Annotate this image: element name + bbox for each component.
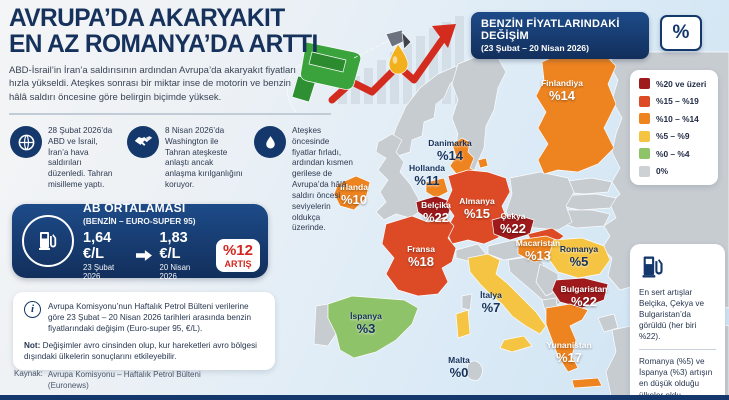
map-label-italya: İtalya %7: [480, 290, 502, 316]
percent-badge: %: [660, 15, 702, 51]
country-crete: [571, 377, 603, 389]
timeline-item-strikes: 28 Şubat 2026’da ABD ve İsrail, İran’a h…: [10, 126, 118, 234]
price-after: 1,83 €/L 20 Nisan 2026: [159, 230, 191, 281]
eu-average-title: AB ORTALAMASI: [83, 201, 186, 215]
highlight-text-2: Romanya (%5) ve İspanya (%3) artışın en …: [639, 357, 713, 399]
map-label-fransa: Fransa %18: [407, 244, 435, 270]
divider: [9, 112, 331, 115]
country-spain: [327, 295, 419, 359]
note-text: Not: Değişimler avro cinsinden olup, kur…: [24, 341, 257, 362]
bottom-accent-bar: [0, 395, 729, 400]
timeline-item-ceasefire: 8 Nisan 2026’da Washington ile Tahran at…: [127, 126, 245, 234]
legend-item: %10 – %14: [639, 113, 709, 124]
country-uk: [375, 133, 423, 221]
map-label-irlanda: İrlanda %10: [340, 182, 368, 208]
map-label-belcika: Belçika %22: [421, 200, 451, 226]
source-text: Avrupa Komisyonu – Haftalık Petrol Bülte…: [47, 370, 201, 391]
map-label-bulgaristan: Bulgaristan %22: [560, 284, 608, 310]
source-line: Kaynak: Avrupa Komisyonu – Haftalık Petr…: [14, 369, 201, 391]
timeline-item-prices: Ateşkes öncesinde fiyatlar fırladı, ardı…: [254, 126, 354, 234]
highlight-text-1: En sert artışlar Belçika, Çekya ve Bulga…: [639, 288, 705, 342]
legend-item: %20 ve üzeri: [639, 78, 709, 89]
country-bulgaria: [551, 277, 609, 309]
legend-swatch: [639, 95, 650, 107]
info-icon: i: [24, 301, 41, 318]
map-header-title: BENZİN FİYATLARINDAKİ DEĞİŞİM: [481, 18, 620, 42]
map-label-ispanya: İspanya %3: [350, 311, 382, 337]
country-sicily: [499, 335, 533, 353]
country-finland: [535, 49, 617, 175]
price-before: 1,64 €/L 23 Şubat 2026: [83, 230, 115, 281]
legend-swatch: [639, 78, 650, 89]
map-label-hollanda: Hollanda %11: [409, 163, 445, 189]
country-belgium: [415, 195, 453, 223]
country-france: [381, 215, 457, 297]
country-ireland: [333, 175, 371, 211]
map-label-finlandiya: Finlandiya %14: [540, 78, 584, 104]
eu-average-subtitle: (BENZİN – EURO-SUPER 95): [83, 216, 196, 226]
country-malta: [465, 360, 483, 381]
globe-icon: [10, 126, 42, 158]
legend-item: %15 – %19: [639, 95, 709, 107]
source-label: Kaynak:: [14, 369, 43, 378]
legend-swatch: [639, 148, 650, 159]
legend-item: %5 – %9: [639, 130, 709, 142]
change-badge: %12 ARTIŞ: [215, 239, 260, 272]
map-legend: %20 ve üzeri %15 – %19 %10 – %14 %5 – %9…: [630, 70, 718, 185]
map-header-card: BENZİN FİYATLARINDAKİ DEĞİŞİM (23 Şubat …: [471, 12, 649, 59]
map-label-cekya: Çekya %22: [499, 211, 527, 237]
map-header-subtitle: (23 Şubat – 20 Nisan 2026): [481, 43, 589, 53]
country-italy: [467, 253, 547, 335]
fuel-nozzle-illustration: [286, 29, 412, 113]
country-netherlands: [425, 177, 449, 199]
country-poland: [505, 171, 575, 231]
country-romania: [547, 237, 611, 279]
title-block: AVRUPA’DA AKARYAKIT EN AZ ROMANYA’DA ART…: [9, 4, 331, 115]
fuel-pump-icon: [639, 253, 716, 281]
timeline: 28 Şubat 2026’da ABD ve İsrail, İran’a h…: [10, 126, 353, 234]
legend-swatch: [639, 113, 650, 124]
legend-swatch: [639, 130, 650, 142]
intro-text: ABD-İsrail’in İran’a saldırısının ardınd…: [9, 65, 297, 103]
droplet-icon: [254, 126, 286, 158]
country-turkey-west: [597, 313, 619, 333]
divider: [639, 349, 716, 351]
country-denmark-island: [477, 157, 489, 169]
map-label-romanya: Romanya %5: [559, 244, 599, 270]
country-norway: [387, 65, 463, 157]
methodology-text: Avrupa Komisyonu’nun Haftalık Petrol Bül…: [48, 302, 252, 334]
handshake-icon: [127, 126, 159, 158]
legend-item: 0%: [639, 165, 709, 177]
map-label-yunanistan: Yunanistan %17: [546, 340, 592, 366]
highlights-card: En sert artışlar Belçika, Çekya ve Bulga…: [630, 244, 725, 400]
legend-item: %0 – %4: [639, 148, 709, 159]
country-sardinia: [455, 309, 471, 339]
country-denmark: [449, 137, 479, 179]
country-greece: [545, 303, 589, 373]
fuel-pump-icon: [22, 215, 74, 267]
map-label-almanya: Almanya %15: [459, 196, 495, 222]
map-label-macaristan: Macaristan %13: [515, 238, 561, 264]
legend-swatch: [639, 165, 650, 177]
eu-average-card: AB ORTALAMASI (BENZİN – EURO-SUPER 95) 1…: [12, 201, 268, 281]
methodology-note-card: i Avrupa Komisyonu’nun Haftalık Petrol B…: [13, 292, 275, 371]
country-corsica: [461, 293, 473, 311]
map-label-malta: Malta %0: [448, 355, 470, 381]
map-label-danimarka: Danimarka %14: [428, 138, 472, 164]
arrow-right-icon: [136, 250, 153, 261]
page-title: AVRUPA’DA AKARYAKIT EN AZ ROMANYA’DA ART…: [9, 4, 318, 58]
